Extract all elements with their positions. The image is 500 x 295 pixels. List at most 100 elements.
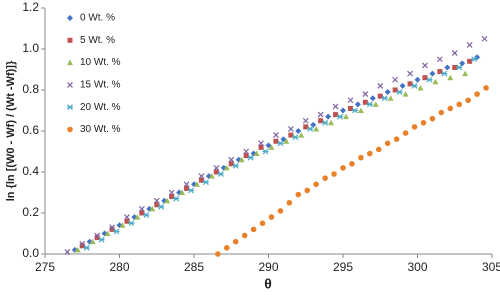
x-tick-label: 300 xyxy=(407,260,427,274)
point xyxy=(375,146,382,153)
x-tick-label: 275 xyxy=(35,260,55,274)
point xyxy=(362,99,368,105)
point xyxy=(333,112,339,118)
point xyxy=(422,62,428,69)
point xyxy=(471,56,478,63)
point xyxy=(295,128,302,134)
point xyxy=(119,222,126,228)
legend-label: 10 Wt. % xyxy=(80,57,121,68)
point xyxy=(465,97,471,104)
point xyxy=(307,126,314,132)
point xyxy=(164,197,171,204)
point xyxy=(232,238,239,245)
point xyxy=(437,69,443,75)
point xyxy=(265,142,272,149)
point xyxy=(104,230,111,236)
point xyxy=(441,70,448,77)
point xyxy=(213,164,220,171)
y-tick-label: 0.2 xyxy=(22,205,39,219)
point xyxy=(208,173,215,179)
y-tick-label: 0.0 xyxy=(22,246,39,260)
point xyxy=(243,148,250,155)
point xyxy=(399,82,406,89)
point xyxy=(168,189,175,196)
point xyxy=(325,113,332,120)
point xyxy=(258,144,264,150)
point xyxy=(317,111,324,118)
legend-marker xyxy=(67,126,73,133)
point xyxy=(387,95,394,101)
y-tick-label: 0.6 xyxy=(22,123,39,137)
point xyxy=(79,240,86,247)
point xyxy=(456,101,463,108)
point xyxy=(372,101,379,107)
legend-marker xyxy=(67,104,73,111)
point xyxy=(318,118,324,124)
point xyxy=(198,173,205,180)
legend-label: 30 Wt. % xyxy=(80,124,121,135)
legend-label: 5 Wt. % xyxy=(80,35,115,46)
point xyxy=(128,220,135,227)
legend-label: 15 Wt. % xyxy=(80,80,121,91)
point xyxy=(202,179,209,186)
point xyxy=(358,154,364,161)
point xyxy=(377,82,384,89)
point xyxy=(109,224,115,231)
x-tick-label: 280 xyxy=(109,260,129,274)
point xyxy=(259,220,266,227)
point xyxy=(268,214,275,220)
x-tick-label: 305 xyxy=(482,260,500,274)
point xyxy=(467,58,473,64)
legend-label: 0 Wt. % xyxy=(80,13,115,24)
point xyxy=(459,60,466,67)
point xyxy=(302,117,309,124)
point xyxy=(407,81,413,87)
point xyxy=(483,85,489,91)
x-tick-label: 285 xyxy=(184,260,204,274)
point xyxy=(223,245,230,251)
point xyxy=(143,212,150,218)
point xyxy=(381,95,388,102)
legend-marker xyxy=(67,37,73,43)
point xyxy=(184,185,190,191)
point xyxy=(340,165,346,171)
point xyxy=(407,70,413,77)
point xyxy=(295,191,302,198)
point xyxy=(258,140,264,147)
point xyxy=(283,138,290,144)
point xyxy=(153,197,160,204)
point xyxy=(351,107,358,114)
y-tick-label: 0.4 xyxy=(22,164,39,178)
point xyxy=(392,76,399,83)
x-tick-label: 295 xyxy=(333,260,353,274)
point xyxy=(462,70,469,77)
point xyxy=(393,136,400,142)
point xyxy=(198,177,204,183)
legend-marker xyxy=(67,15,73,21)
point xyxy=(124,214,130,221)
point xyxy=(322,119,329,126)
point xyxy=(223,164,230,171)
point xyxy=(369,95,376,102)
point xyxy=(451,50,458,57)
point xyxy=(456,64,463,71)
point xyxy=(384,140,391,147)
y-axis-title: ln {ln [(W0 - Wf) / (Wt -Wf)]} xyxy=(5,60,17,201)
point xyxy=(426,76,433,83)
point xyxy=(243,153,249,159)
point xyxy=(304,187,311,194)
point xyxy=(154,202,160,208)
point xyxy=(414,76,421,83)
point xyxy=(328,119,335,126)
point xyxy=(94,232,101,239)
point xyxy=(367,150,373,157)
point xyxy=(241,232,248,239)
point xyxy=(429,70,436,77)
point xyxy=(98,236,105,243)
x-tick-label: 290 xyxy=(258,260,278,274)
point xyxy=(432,78,439,85)
point xyxy=(411,124,418,130)
point xyxy=(287,126,294,132)
point xyxy=(113,228,120,235)
